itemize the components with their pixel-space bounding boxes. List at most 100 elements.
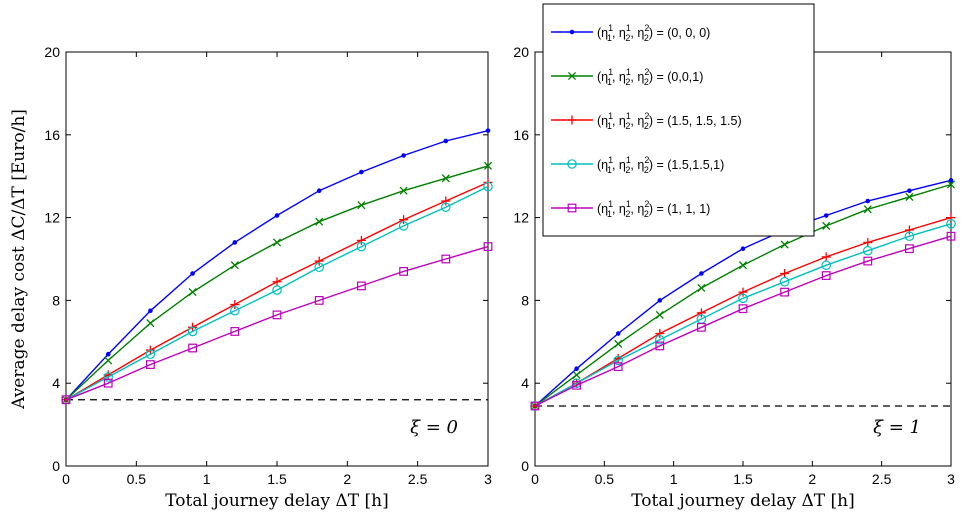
x-tick-label: 2 [808,471,816,487]
x-axis-label: Total journey delay ΔT [h] [165,491,388,511]
data-point [615,331,621,336]
series-line [65,185,489,401]
series-3 [530,213,956,411]
data-point [657,298,663,303]
legend-label-part: 2 [625,121,630,131]
data-point [401,153,406,158]
data-point [187,326,198,337]
legend: (η1 1, η1 2, η2 2) = (0, 0, 0)(η1 1, η1 2, η2… [542,3,815,237]
data-point [357,201,366,210]
data-point [613,355,623,366]
legend-label-part: 2 [625,33,630,43]
data-point [441,196,451,206]
data-point [148,308,153,314]
legend-label-part: 1 [626,199,631,209]
legend-label-part: , η [630,202,644,216]
left-chart-panel: 0 0.5 1 1.5 2 2.5 3 0 4 8 12 16 20 ξ = 0 Total journey… [9,44,493,511]
legend-label-part: 1 [626,67,631,77]
data-point [946,180,956,189]
legend-label-part: 2 [644,209,649,219]
data-point [699,271,704,276]
data-point [696,322,706,332]
legend-label-part: 2 [644,111,649,121]
data-point [230,305,240,316]
data-point [188,288,197,297]
legend-label-part: ) = (1, 1, 1) [649,202,710,216]
data-point [948,178,954,183]
data-point [740,246,746,251]
data-point [696,308,706,318]
data-point [738,261,748,270]
data-point [823,213,829,218]
legend-label-part: , η [630,158,644,172]
data-point [272,277,282,287]
legend-label-part: ) = (1.5, 1.5, 1.5) [649,114,742,128]
x-axis-label: Total journey delay ΔT [h] [631,491,854,511]
legend-entry-2: (η1 1, η1 2, η2 2) = (0,0,1) [551,67,703,87]
legend-label-part: 1 [626,155,631,165]
y-tick-label: 12 [513,210,529,226]
series-line [534,223,952,407]
data-point [613,362,623,372]
series-line [534,235,952,407]
y-tick-label: 0 [521,458,529,474]
legend-label-part: 2 [644,155,649,165]
legend-label-part: (η [597,114,608,128]
x-tick-label: 2.5 [408,471,428,487]
data-point [655,329,665,339]
data-point [863,237,873,247]
data-point [614,339,623,348]
data-point [655,341,665,351]
data-point [399,215,409,225]
legend-label-part: ) = (0,0,1) [649,70,704,84]
x-tick-label: 2.5 [872,471,892,487]
legend-entry-1: (η1 1, η1 2, η2 2) = (0, 0, 0) [551,23,710,43]
x-tick-label: 0 [62,471,70,487]
data-point [697,283,706,293]
data-point [530,401,540,411]
legend-label: (η1 1, η1 2, η2 2) = (0,0,1) [597,67,703,87]
series-2 [61,161,493,404]
x-tick-label: 3 [947,471,955,487]
data-point [863,205,872,214]
y-tick-label: 8 [52,292,60,308]
panel-annotation: ξ = 1 [873,417,921,438]
legend-label-part: , η [612,26,626,40]
data-point [655,310,664,319]
legend-label-part: 1 [608,67,613,77]
legend-label-part: 2 [644,67,649,77]
data-point [103,378,113,388]
data-point [145,349,156,360]
legend-label-part: , η [630,70,644,84]
y-tick-label: 16 [44,127,60,143]
legend-label-part: 2 [625,165,630,175]
legend-label-part: (η [597,202,608,216]
legend-label-part: 1 [607,209,612,219]
legend-label-part: 2 [644,121,649,131]
data-point [779,276,790,287]
x-tick-label: 1 [203,471,211,487]
y-tick-label: 16 [513,127,529,143]
y-tick-label: 4 [521,375,529,391]
series-1 [63,128,491,403]
data-point [356,241,367,252]
data-point [946,213,956,223]
data-point [356,235,366,245]
data-point [272,238,282,247]
data-point [105,351,111,357]
data-point [230,327,240,336]
data-point [104,356,113,365]
y-tick-label: 12 [44,210,60,226]
data-point [738,287,748,297]
legend-label-part: 2 [644,165,649,175]
data-point [316,188,322,193]
data-point [485,128,491,133]
data-point [574,366,579,372]
x-tick-label: 0 [531,471,539,487]
y-tick-label: 8 [521,292,529,308]
legend-entry-3: (η1 1, η1 2, η2 2) = (1.5, 1.5, 1.5) [551,111,742,131]
data-point [441,174,450,183]
data-point [907,188,912,193]
data-point [821,271,831,280]
